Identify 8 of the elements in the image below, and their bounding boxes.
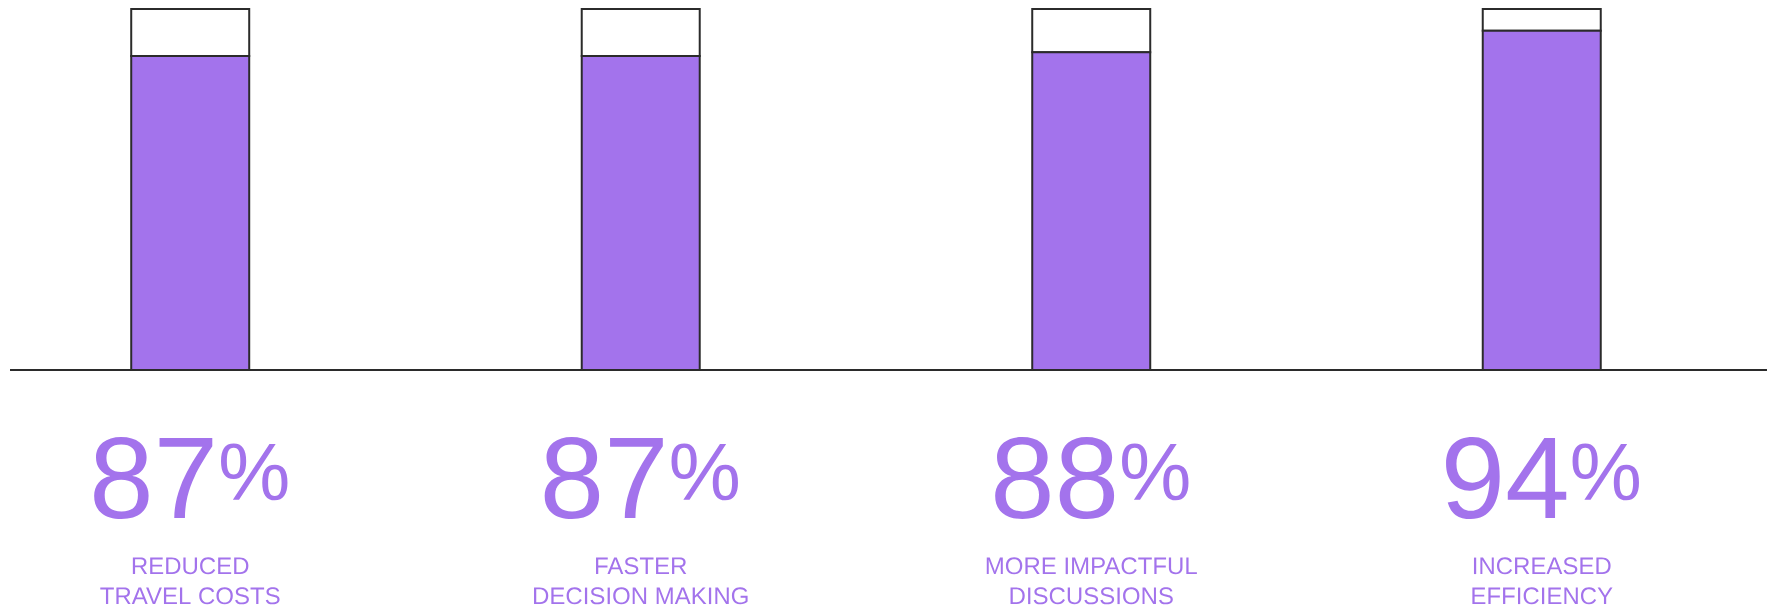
x-tick-label: INCREASED EFFICIENCY bbox=[1472, 557, 1613, 605]
data-label: 88$^{%}$ bbox=[995, 436, 1189, 520]
x-tick-label: MORE IMPACTFUL DISCUSSIONS bbox=[986, 557, 1197, 605]
data-label: 94$^{%}$ bbox=[1446, 436, 1639, 520]
data-label: 87$^{%}$ bbox=[94, 436, 288, 520]
data-label: 87$^{%}$ bbox=[544, 436, 738, 520]
x-tick-label: FASTER DECISION MAKING bbox=[534, 557, 748, 605]
x-tick-label: REDUCED TRAVEL COSTS bbox=[100, 557, 280, 605]
